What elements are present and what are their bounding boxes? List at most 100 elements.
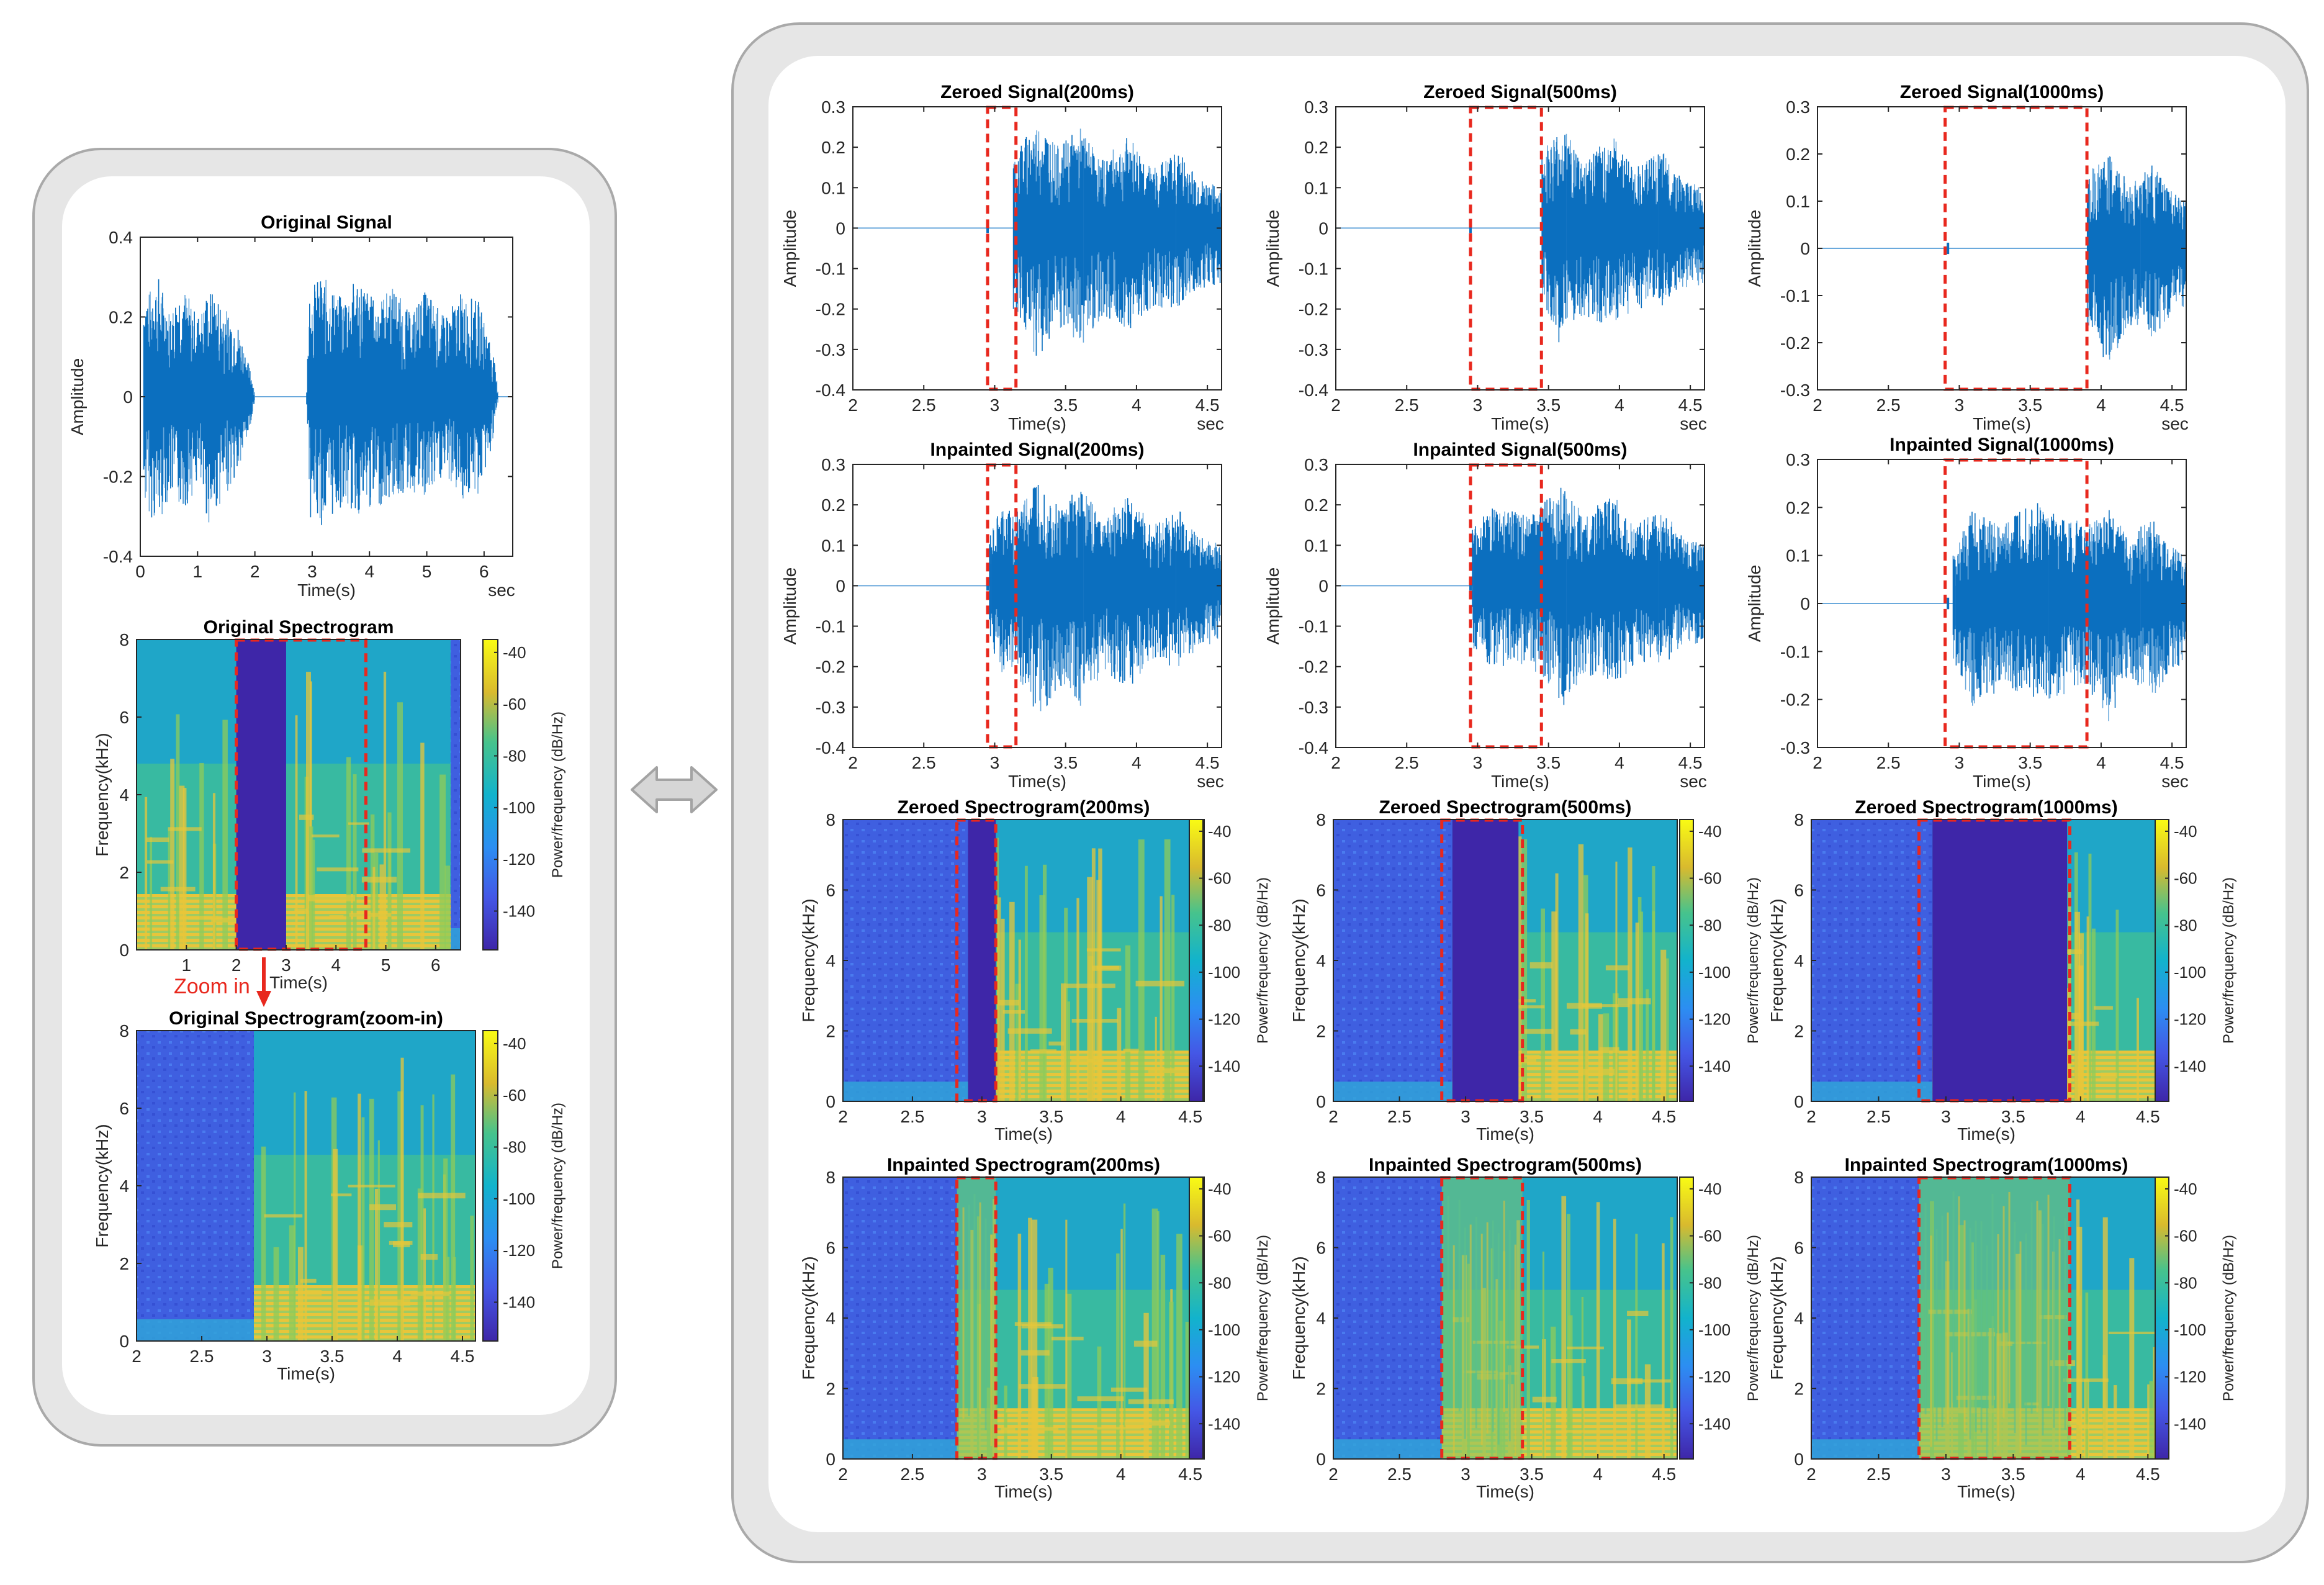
colorbar: [1189, 1176, 1204, 1460]
y-tick-label: 6: [1794, 881, 1804, 900]
x-tick-label: 3: [262, 1347, 272, 1366]
colorbar-tick-label: -40: [1208, 822, 1232, 841]
y-axis-label: Frequency(kHz): [92, 1124, 112, 1247]
y-tick-label: 8: [1794, 810, 1804, 829]
colorbar-tick-label: -100: [1208, 1321, 1240, 1339]
formant-track: [1052, 1337, 1084, 1341]
y-tick-label: 0.1: [821, 536, 845, 555]
formant-streak: [1024, 865, 1028, 1101]
inpainted-stripe: [2058, 1239, 2061, 1451]
double-arrow-icon: [631, 766, 718, 813]
x-tick-label: 6: [479, 562, 489, 581]
colorbar-tick-label: -100: [2174, 1321, 2206, 1339]
axes-frame: [852, 106, 1222, 391]
inpainted-stripe: [1458, 1199, 1461, 1412]
formant-streak: [2149, 1381, 2155, 1459]
colorbar-tick-label: -120: [1698, 1010, 1731, 1029]
x-tick-label: 2: [1328, 1107, 1338, 1126]
y-tick-label: -0.3: [1780, 381, 1810, 400]
formant-track: [1092, 965, 1122, 971]
chart-title: Inpainted Spectrogram(1000ms): [1845, 1155, 2128, 1175]
x-tick-label: 2.5: [912, 395, 936, 415]
x-tick-label: 3: [1941, 1465, 1951, 1484]
formant-streak: [358, 1093, 361, 1341]
x-tick-label: 4.5: [2136, 1465, 2160, 1484]
formant-streak: [2137, 998, 2139, 1101]
y-tick-label: -0.3: [1299, 698, 1328, 717]
x-tick-label: 2.5: [1867, 1465, 1891, 1484]
x-axis-label: Time(s): [1973, 414, 2031, 433]
x-tick-label: 4.5: [1178, 1107, 1202, 1126]
x-tick-label: 2.5: [1387, 1107, 1412, 1126]
formant-track: [168, 827, 202, 831]
formant-streak: [1042, 864, 1047, 1101]
inpainted-stripe: [1492, 1220, 1494, 1432]
x-tick-label: 4: [1615, 753, 1624, 772]
formant-streak: [420, 743, 425, 950]
inpainted-stripe: [2042, 1224, 2044, 1436]
formant-streak: [333, 1149, 338, 1341]
x-axis-label: Time(s): [297, 580, 356, 600]
formant-streak: [346, 757, 351, 950]
formant-streak: [1151, 1208, 1158, 1459]
y-tick-label: -0.1: [1299, 260, 1328, 279]
y-tick-label: 8: [1794, 1168, 1804, 1187]
y-tick-label: 2: [1316, 1022, 1326, 1041]
gap-highlight-box: [986, 463, 1018, 749]
formant-streak: [372, 867, 376, 950]
y-tick-label: 2: [826, 1380, 835, 1399]
y-tick-label: 0: [1318, 576, 1328, 595]
inpainted-stripe: [2002, 1206, 2005, 1418]
gap-highlight-box: [1943, 106, 2089, 391]
formant-streak: [273, 1247, 279, 1341]
formant-streak: [1155, 1016, 1157, 1101]
inpainted-stripe: [1980, 1221, 1983, 1433]
formant-streak: [1644, 1364, 1651, 1459]
formant-streak: [1018, 939, 1021, 1101]
colorbar-tick-label: -80: [1208, 1273, 1232, 1292]
y-axis-label: Amplitude: [780, 567, 799, 645]
y-tick-label: 0.3: [1786, 97, 1810, 117]
formant-streak: [1626, 1319, 1631, 1459]
colorbar-tick-label: -140: [2174, 1414, 2206, 1433]
formant-streak: [1120, 1229, 1123, 1459]
formant-streak: [397, 702, 403, 950]
y-tick-label: -0.4: [816, 381, 845, 400]
y-tick-label: 0.3: [1304, 455, 1328, 474]
formant-streak: [1652, 911, 1655, 1101]
x-tick-label: 4: [1132, 753, 1142, 772]
chart-title: Zeroed Spectrogram(500ms): [1379, 797, 1632, 818]
y-tick-label: 8: [826, 810, 835, 829]
formant-track: [1599, 1047, 1619, 1053]
x-tick-label: 6: [431, 955, 441, 975]
y-tick-label: 0: [826, 1450, 835, 1469]
x-tick-label: 4: [2096, 395, 2106, 415]
y-tick-label: 0.2: [1304, 495, 1328, 515]
y-tick-label: 0.3: [821, 97, 845, 117]
formant-track: [2101, 1072, 2118, 1078]
formant-track: [1551, 1358, 1586, 1363]
x-axis-unit: sec: [488, 580, 515, 600]
y-axis-label: Frequency(kHz): [1767, 898, 1786, 1022]
x-tick-label: 2: [132, 1347, 142, 1366]
formant-streak: [1098, 848, 1102, 1101]
waveform: [1472, 487, 1705, 705]
chart-title: Original Signal: [261, 212, 392, 233]
formant-streak: [374, 1188, 381, 1341]
inpainted-stripe: [2053, 1216, 2055, 1428]
y-tick-label: 0.2: [821, 495, 845, 515]
formant-track: [294, 908, 309, 914]
formant-streak: [1171, 895, 1175, 1101]
colorbar: [482, 639, 498, 951]
x-axis-label: Time(s): [1973, 772, 2031, 791]
formant-streak: [176, 714, 180, 950]
y-tick-label: 2: [1794, 1022, 1804, 1041]
y-axis-label: Frequency(kHz): [92, 733, 112, 856]
y-tick-label: -0.4: [816, 738, 845, 757]
y-axis-label: Amplitude: [1745, 565, 1764, 643]
chart-zs-1000: 2 2.5 3 3.5 4 4.5 0.3 0.2 0.1 0 -0.1 -0.2 -0.3 Zeroed…: [1745, 82, 2189, 433]
formant-streak: [1087, 877, 1093, 1101]
inpainted-stripe: [1930, 1235, 1932, 1447]
colorbar-tick-label: -60: [1208, 869, 1232, 888]
formant-track: [1021, 1324, 1064, 1329]
